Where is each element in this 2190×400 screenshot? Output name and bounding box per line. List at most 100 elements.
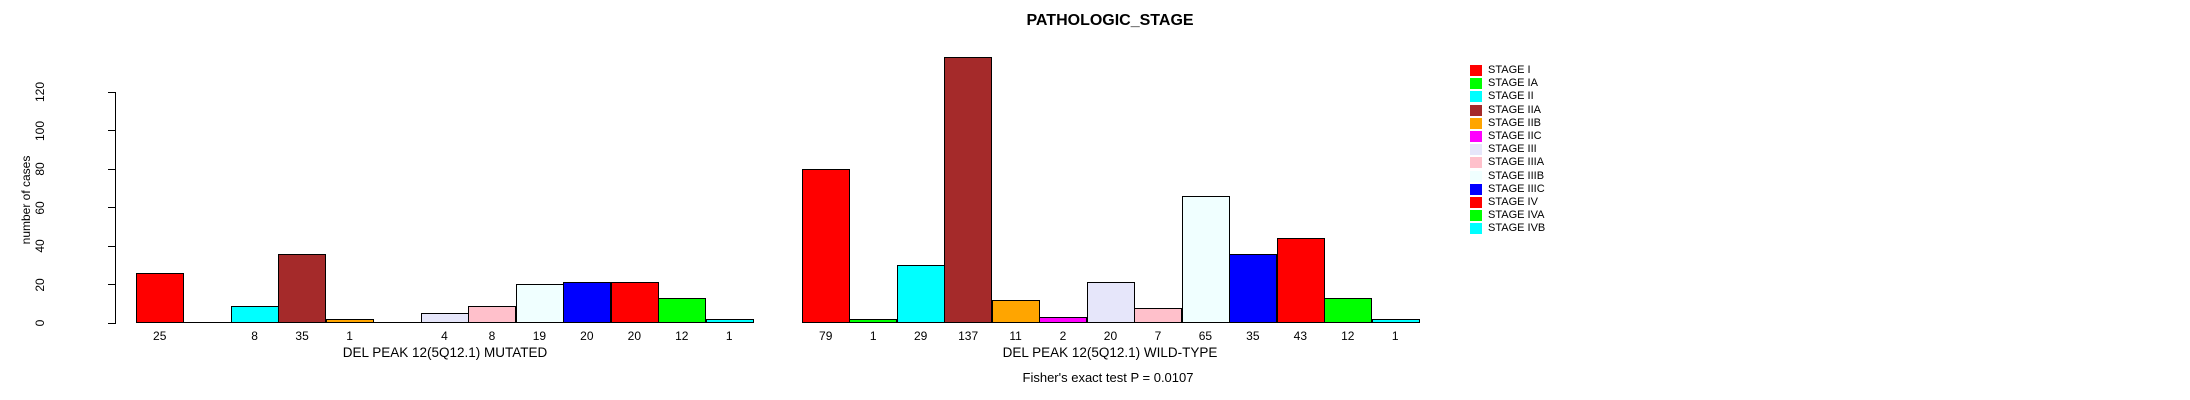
bar-stage-ivb-group1 [1372, 319, 1420, 323]
bar-stage-ia-group1 [849, 319, 897, 323]
bar-stage-ii-group1 [897, 265, 945, 323]
legend-label: STAGE IIA [1488, 103, 1541, 116]
x-axis-label-mutated: DEL PEAK 12(5Q12.1) MUTATED [342, 345, 548, 360]
bar-stage-iiia-group1 [1134, 308, 1182, 323]
bar-stage-iva-group1 [1324, 298, 1372, 323]
bar-stage-iiic-group1 [1229, 254, 1277, 323]
bar-stage-i-group0 [136, 273, 184, 323]
legend-item: STAGE IV [1470, 196, 1545, 209]
y-tick-label: 20 [33, 277, 47, 292]
legend-swatch [1470, 91, 1482, 103]
y-tick-mark [108, 130, 115, 131]
bar-group-mutated [136, 0, 756, 323]
bar-count-label-stage-iia-group1: 137 [958, 329, 979, 343]
legend-item: STAGE IVA [1470, 209, 1545, 222]
legend-label: STAGE IV [1488, 195, 1538, 208]
legend-swatch [1470, 170, 1482, 182]
bar-stage-ivb-group0 [706, 319, 754, 323]
x-axis-label-wildtype: DEL PEAK 12(5Q12.1) WILD-TYPE [1002, 345, 1218, 360]
bar-count-label-stage-ii-group0: 8 [251, 329, 258, 343]
bar-stage-i-group1 [802, 169, 850, 323]
bar-stage-iii-group0 [421, 313, 469, 323]
bar-count-label-stage-iib-group1: 11 [1009, 329, 1022, 343]
bar-count-label-stage-iva-group0: 12 [675, 329, 689, 343]
legend-label: STAGE IIC [1488, 130, 1542, 143]
legend-label: STAGE IA [1488, 77, 1538, 90]
bar-stage-iv-group1 [1277, 238, 1325, 323]
bar-count-label-stage-iiib-group0: 19 [532, 329, 547, 343]
legend-swatch [1470, 183, 1482, 195]
legend-item: STAGE IIA [1470, 104, 1545, 117]
legend-swatch [1470, 157, 1482, 169]
bar-stage-iva-group0 [658, 298, 706, 323]
bar-count-label-stage-iv-group0: 20 [627, 329, 642, 343]
bar-count-label-stage-iva-group1: 12 [1341, 329, 1355, 343]
bar-count-label-stage-iib-group0: 1 [346, 329, 353, 343]
legend-item: STAGE IIC [1470, 130, 1545, 143]
bar-stage-iia-group1 [944, 57, 992, 323]
legend-label: STAGE III [1488, 143, 1537, 156]
bar-stage-iia-group0 [278, 254, 326, 323]
bar-count-label-stage-iiic-group1: 35 [1246, 329, 1260, 343]
y-axis-line [115, 92, 116, 324]
bar-count-label-stage-i-group1: 79 [819, 329, 833, 343]
legend-item: STAGE II [1470, 90, 1545, 103]
legend-label: STAGE IIIB [1488, 169, 1545, 182]
y-tick-label: 40 [33, 239, 47, 253]
legend-label: STAGE IVA [1488, 209, 1545, 222]
bar-stage-iic-group1 [1039, 317, 1087, 323]
bar-count-label-stage-ia-group1: 1 [869, 329, 877, 343]
bar-count-label-stage-iic-group1: 2 [1059, 329, 1067, 343]
legend-item: STAGE IA [1470, 77, 1545, 90]
y-tick-label: 120 [33, 81, 47, 103]
bar-count-label-stage-iii-group0: 4 [441, 329, 448, 343]
bar-stage-iiia-group0 [468, 306, 516, 323]
bar-stage-iiib-group1 [1182, 196, 1230, 323]
y-tick-label: 100 [33, 120, 47, 141]
bar-stage-iiib-group0 [516, 284, 564, 323]
legend-item: STAGE IVB [1470, 222, 1545, 235]
bar-count-label-stage-iiib-group1: 65 [1198, 329, 1213, 343]
fisher-test-caption: Fisher's exact test P = 0.0107 [1022, 370, 1194, 385]
legend: STAGE I STAGE IA STAGE II STAGE IIA STAGE II… [1470, 64, 1545, 235]
legend-swatch [1470, 117, 1482, 129]
y-tick-mark [108, 245, 115, 247]
bar-stage-iib-group0 [326, 319, 374, 323]
legend-swatch [1470, 131, 1482, 143]
y-tick-mark [108, 207, 115, 208]
legend-item: STAGE IIIB [1470, 170, 1545, 183]
legend-swatch [1470, 78, 1482, 90]
bar-count-label-stage-iiia-group1: 7 [1154, 329, 1162, 343]
bar-count-label-stage-ivb-group0: 1 [725, 329, 733, 343]
legend-label: STAGE I [1488, 64, 1531, 77]
bar-stage-ii-group0 [231, 306, 279, 323]
bar-stage-ia-group0 [183, 322, 231, 323]
bar-stage-iib-group1 [992, 300, 1040, 323]
legend-item: STAGE I [1470, 64, 1545, 77]
bar-count-label-stage-ii-group1: 29 [913, 329, 928, 343]
bar-count-label-stage-i-group0: 25 [153, 329, 167, 343]
y-tick-mark [108, 91, 115, 93]
bar-stage-iiic-group0 [563, 282, 611, 323]
bar-count-label-stage-iia-group0: 35 [295, 329, 309, 343]
bar-stage-iii-group1 [1087, 282, 1135, 323]
bar-count-label-stage-iiic-group0: 20 [580, 329, 594, 343]
y-tick-mark [108, 284, 115, 285]
legend-swatch [1470, 144, 1482, 156]
bar-count-label-stage-iiia-group0: 8 [488, 329, 496, 343]
legend-label: STAGE II [1488, 90, 1534, 103]
y-axis-label: number of cases [19, 155, 33, 245]
y-tick-label: 0 [33, 319, 47, 327]
y-tick-mark [108, 168, 115, 170]
bar-stage-iv-group0 [611, 282, 659, 323]
bar-count-label-stage-ivb-group1: 1 [1391, 329, 1399, 343]
bar-group-wildtype [802, 0, 1422, 323]
bar-count-label-stage-iii-group1: 20 [1103, 329, 1118, 343]
chart-title: PATHOLOGIC_STAGE [1026, 12, 1194, 29]
y-tick-label: 60 [33, 200, 47, 215]
bar-count-label-stage-iv-group1: 43 [1293, 329, 1308, 343]
legend-swatch [1470, 223, 1482, 235]
legend-swatch [1470, 210, 1482, 222]
legend-item: STAGE IIIA [1470, 156, 1545, 169]
